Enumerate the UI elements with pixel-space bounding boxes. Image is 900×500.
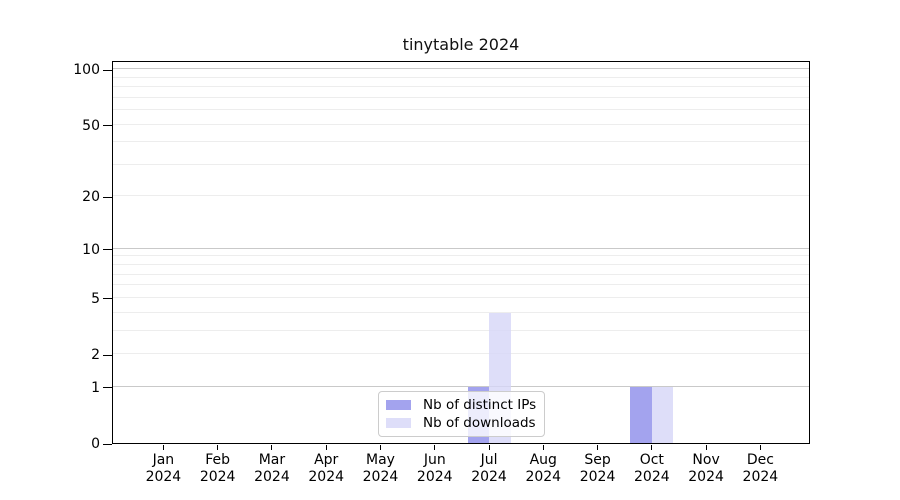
minor-gridline [113, 255, 809, 257]
bar-downloads-oct [651, 386, 674, 443]
minor-gridline [113, 195, 809, 197]
legend-swatch-distinct-ips [386, 400, 411, 410]
x-tick-label-jul: Jul 2024 [459, 452, 519, 486]
minor-gridline [113, 264, 809, 266]
x-tick [488, 445, 490, 450]
x-tick-year: 2024 [362, 469, 399, 485]
minor-gridline [113, 96, 809, 98]
major-gridline [113, 385, 809, 387]
x-tick [379, 445, 381, 450]
minor-gridline [113, 353, 809, 354]
x-tick [651, 445, 653, 450]
x-tick-year: 2024 [742, 469, 779, 485]
y-tick [103, 125, 112, 127]
x-tick [162, 445, 164, 450]
x-tick [542, 445, 544, 450]
y-tick-label: 50 [82, 117, 100, 134]
y-tick-label: 10 [82, 241, 100, 258]
x-tick-year: 2024 [308, 469, 345, 485]
y-tick-label: 5 [91, 290, 100, 307]
y-tick [103, 69, 112, 71]
x-tick-month: Feb [205, 452, 231, 468]
y-tick-label: 100 [73, 62, 100, 79]
x-tick [217, 445, 219, 450]
minor-gridline [113, 329, 809, 331]
legend-label-distinct-ips: Nb of distinct IPs [423, 397, 537, 413]
x-tick-year: 2024 [525, 469, 562, 485]
x-tick-month: Sep [584, 452, 611, 468]
legend-item-downloads: Nb of downloads [386, 414, 544, 432]
x-tick-year: 2024 [471, 469, 507, 485]
x-tick [597, 445, 599, 450]
y-tick [103, 298, 112, 300]
x-tick-label-apr: Apr 2024 [296, 452, 356, 486]
x-tick-year: 2024 [688, 469, 724, 485]
x-tick-month: Dec [746, 452, 774, 468]
minor-gridline [113, 296, 809, 298]
x-tick-label-jun: Jun 2024 [405, 452, 465, 486]
x-tick-month: Mar [258, 452, 286, 468]
x-tick [759, 445, 761, 450]
x-tick-label-feb: Feb 2024 [188, 452, 248, 486]
x-tick-label-aug: Aug 2024 [513, 452, 573, 486]
y-tick [103, 196, 112, 198]
x-tick-label-oct: Oct 2024 [622, 452, 682, 486]
x-tick-label-may: May 2024 [350, 452, 410, 486]
y-tick-label: 2 [91, 347, 100, 363]
x-tick-month: Aug [529, 452, 557, 468]
minor-gridline [113, 76, 809, 78]
x-tick-year: 2024 [145, 469, 182, 485]
minor-gridline [113, 311, 809, 313]
minor-gridline [113, 273, 809, 275]
x-tick [325, 445, 327, 450]
legend-swatch-downloads [386, 418, 411, 428]
minor-gridline [113, 86, 809, 88]
x-tick-year: 2024 [199, 469, 236, 485]
x-tick-year: 2024 [634, 469, 670, 485]
major-gridline [113, 247, 809, 249]
minor-gridline [113, 284, 809, 286]
x-tick-month: Nov [692, 452, 720, 468]
x-tick-label-jan: Jan 2024 [133, 452, 193, 486]
y-tick [103, 354, 112, 356]
x-tick-label-sep: Sep 2024 [568, 452, 628, 486]
x-tick-month: May [365, 452, 395, 468]
x-tick-year: 2024 [254, 469, 290, 485]
y-tick-label: 0 [91, 436, 100, 452]
legend-label-downloads: Nb of downloads [423, 415, 536, 431]
x-tick-month: Jul [480, 452, 498, 468]
x-tick-label-nov: Nov 2024 [676, 452, 736, 486]
x-tick [271, 445, 273, 450]
chart-title: tinytable 2024 [402, 35, 520, 54]
legend-item-distinct-ips: Nb of distinct IPs [386, 396, 544, 414]
legend: Nb of distinct IPs Nb of downloads [378, 391, 545, 437]
x-tick [434, 445, 436, 450]
y-tick-label: 20 [82, 189, 100, 206]
grid-layer [113, 62, 809, 443]
x-tick-label-mar: Mar 2024 [242, 452, 302, 486]
x-tick-month: Oct [639, 452, 664, 468]
bar-distinct-ips-oct [630, 386, 652, 443]
y-tick [103, 443, 112, 445]
minor-gridline [113, 109, 809, 111]
bar-layer [113, 62, 809, 443]
x-tick-year: 2024 [579, 469, 616, 485]
major-gridline [113, 68, 809, 70]
plot-area [112, 61, 810, 444]
x-tick-month: Apr [314, 452, 339, 468]
minor-gridline [113, 163, 809, 165]
x-tick [705, 445, 707, 450]
y-tick-label: 1 [91, 379, 100, 396]
minor-gridline [113, 123, 809, 125]
x-tick-month: Jan [152, 452, 175, 468]
y-tick [103, 387, 112, 389]
x-tick-year: 2024 [416, 469, 453, 485]
x-tick-label-dec: Dec 2024 [730, 452, 790, 486]
minor-gridline [113, 141, 809, 143]
x-tick-month: Jun [423, 452, 446, 468]
y-tick [103, 249, 112, 251]
